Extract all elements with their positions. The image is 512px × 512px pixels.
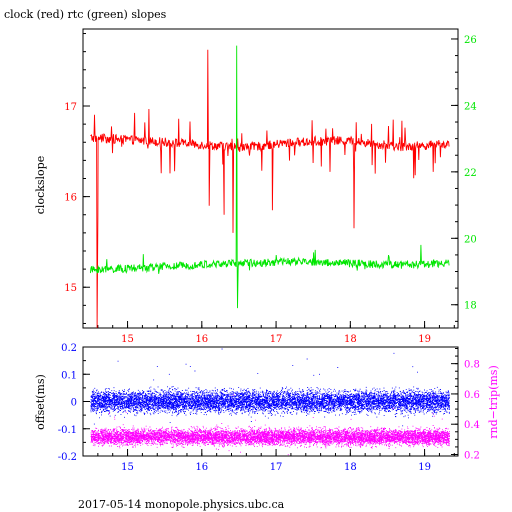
clock-slope-series-line (90, 49, 450, 329)
top-y2-ticks: 18 20 22 24 26 (451, 35, 477, 322)
bottom-x-tick-label-19: 19 (418, 462, 431, 473)
bottom-y-tick-label--0.2: -0.2 (58, 452, 77, 463)
bottom-y2-ticks: 0.2 0.4 0.6 0.8 (451, 348, 480, 461)
top-x-tick-label-15: 15 (121, 334, 134, 345)
top-panel: 15 16 17 18 19 15 16 17 18 20 22 24 26 clockslope (34, 28, 477, 345)
bottom-y2-tick-label-0.2: 0.2 (464, 450, 480, 461)
bottom-y-tick-label-0.1: 0.1 (61, 370, 77, 381)
top-y-axis-label: clockslope (34, 156, 47, 214)
top-y2-tick-label-22: 22 (464, 168, 477, 179)
chart-title: clock (red) rtc (green) slopes (4, 8, 167, 21)
top-y2-tick-label-26: 26 (464, 35, 477, 46)
top-plot-frame (82, 28, 459, 329)
bottom-x-tick-label-15: 15 (121, 462, 134, 473)
top-y2-tick-label-20: 20 (464, 234, 477, 245)
bottom-y2-tick-label-0.6: 0.6 (464, 390, 480, 401)
bottom-x-ticks: 15 16 17 18 19 (82, 449, 455, 473)
top-x-tick-label-17: 17 (270, 334, 283, 345)
bottom-x-tick-label-18: 18 (344, 462, 357, 473)
bottom-x-tick-label-16: 16 (195, 462, 208, 473)
offset-scatter-points (90, 348, 450, 427)
top-x-tick-label-19: 19 (418, 334, 431, 345)
top-y2-tick-label-18: 18 (464, 301, 477, 312)
bottom-y2-axis-label: rnd−trip(ms) (487, 365, 500, 439)
footer-text: 2017-05-14 monopole.physics.ubc.ca (78, 498, 285, 511)
top-series (89, 45, 450, 329)
bottom-y-axis-label: offset(ms) (34, 374, 47, 430)
rtc-slope-series-line (89, 45, 450, 309)
bottom-y2-tick-label-0.8: 0.8 (464, 360, 480, 371)
top-y-ticks: 15 16 17 (64, 33, 90, 324)
rndtrip-scatter-points (90, 394, 450, 456)
top-y2-tick-label-24: 24 (464, 101, 477, 112)
top-x-tick-label-16: 16 (195, 334, 208, 345)
top-y-tick-label-17: 17 (64, 102, 77, 113)
top-y-tick-label-16: 16 (64, 193, 77, 204)
bottom-x-tick-label-17: 17 (270, 462, 283, 473)
top-y-tick-label-15: 15 (64, 283, 77, 294)
top-x-tick-label-18: 18 (344, 334, 357, 345)
bottom-y-tick-label-0: 0 (71, 398, 77, 409)
bottom-y-tick-label-0.2: 0.2 (61, 343, 77, 354)
bottom-y-ticks: -0.2 -0.1 0 0.1 0.2 (58, 343, 90, 463)
bottom-series (90, 348, 450, 456)
bottom-y2-tick-label-0.4: 0.4 (464, 420, 480, 431)
top-x-ticks: 15 16 17 18 19 (82, 321, 455, 345)
bottom-panel: 15 16 17 18 19 -0.2-0.100.10.2 0.20.40.60.8 … (34, 343, 500, 473)
bottom-y-tick-label--0.1: -0.1 (58, 425, 77, 436)
